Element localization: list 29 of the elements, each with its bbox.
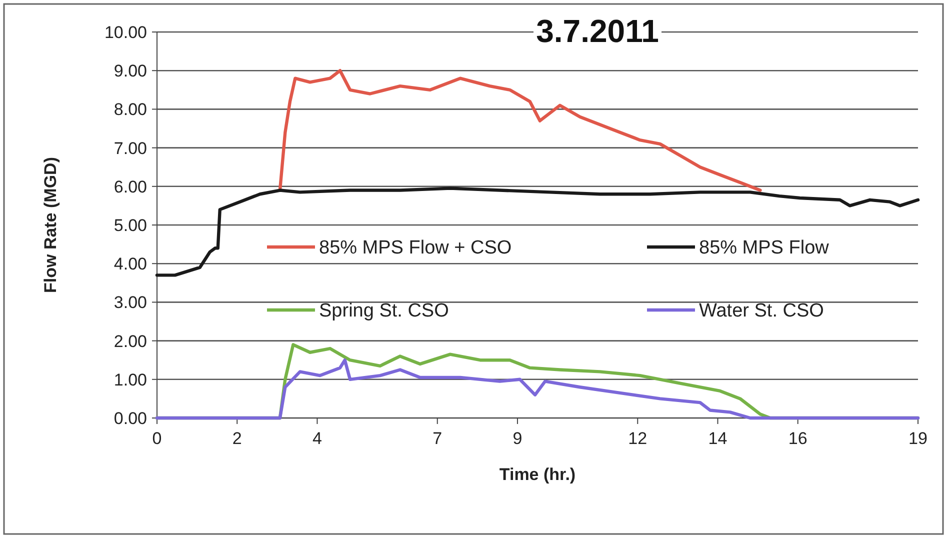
x-tick-label: 9 — [512, 429, 522, 448]
x-tick-label: 12 — [628, 429, 648, 448]
x-tick-label: 16 — [788, 429, 808, 448]
x-tick-label: 4 — [312, 429, 322, 448]
y-tick-label: 9.00 — [114, 62, 147, 81]
y-tick-label: 4.00 — [114, 254, 147, 274]
x-tick-label: 2 — [232, 429, 242, 448]
x-tick-label: 14 — [708, 429, 728, 448]
y-tick-label: 1.00 — [114, 370, 147, 390]
y-tick-label: 5.00 — [114, 216, 147, 235]
y-tick-label: 0.00 — [114, 408, 147, 428]
chart-title: 3.7.2011 — [536, 13, 659, 49]
x-axis-title: Time (hr.) — [499, 465, 576, 484]
legend-label: 85% MPS Flow + CSO — [319, 238, 512, 259]
line-series — [155, 186, 920, 277]
y-tick-label: 6.00 — [114, 177, 147, 196]
y-tick-label: 10.00 — [104, 22, 147, 42]
y-tick-label: 2.00 — [114, 332, 147, 351]
x-tick-label: 0 — [152, 429, 162, 448]
legend-label: Spring St. CSO — [319, 300, 449, 322]
x-tick-label: 19 — [908, 429, 928, 448]
legend-label: Water St. CSO — [699, 300, 824, 322]
y-tick-label: 7.00 — [114, 138, 147, 158]
x-tick-label: 7 — [432, 429, 442, 448]
line-series — [278, 69, 762, 192]
y-tick-label: 3.00 — [114, 293, 147, 312]
y-axis-title: Flow Rate (MGD) — [41, 157, 60, 293]
y-tick-label: 8.00 — [114, 100, 147, 120]
legend-label: 85% MPS Flow — [699, 238, 830, 259]
